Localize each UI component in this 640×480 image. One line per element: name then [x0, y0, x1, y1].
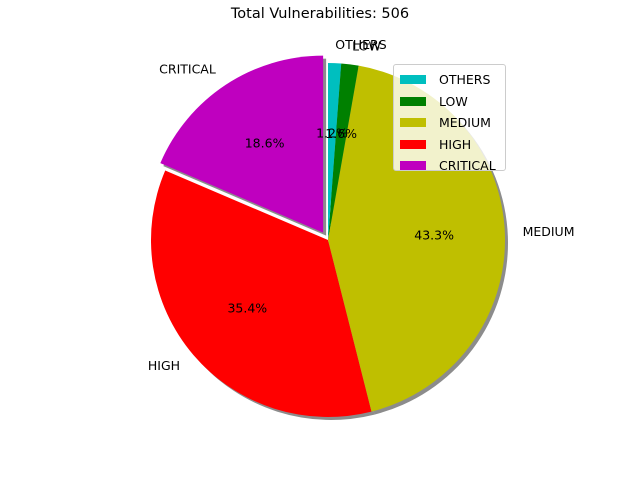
- legend-label: LOW: [439, 93, 468, 109]
- legend-swatch: [400, 139, 426, 149]
- legend-label: HIGH: [439, 136, 472, 152]
- legend-label: CRITICAL: [439, 158, 496, 174]
- legend-item-low: LOW: [400, 91, 505, 113]
- legend: OTHERS LOW MEDIUM HIGH CRITICAL: [393, 64, 506, 173]
- slice-low: [328, 63, 359, 240]
- slice-pct-high: 35.4%: [227, 301, 267, 316]
- legend-label: OTHERS: [439, 72, 491, 88]
- slice-critical: [160, 55, 324, 233]
- legend-swatch: [400, 118, 426, 128]
- slice-label-high: HIGH: [148, 358, 180, 373]
- pie-labels: CRITICAL 18.6% HIGH 35.4% MEDIUM 43.3% LOW 1.6%…: [148, 37, 575, 373]
- slice-label-low: LOW: [352, 38, 381, 53]
- slice-pct-low: 1.6%: [325, 126, 357, 141]
- slice-pct-medium: 43.3%: [414, 228, 454, 243]
- slice-label-medium: MEDIUM: [523, 224, 575, 239]
- legend-swatch: [400, 161, 426, 171]
- slice-label-others: OTHERS: [335, 37, 386, 52]
- legend-item-high: HIGH: [400, 134, 505, 156]
- slice-high: [151, 170, 372, 417]
- legend-swatch: [400, 96, 426, 106]
- slice-label-critical: CRITICAL: [159, 62, 216, 77]
- legend-item-medium: MEDIUM: [400, 112, 505, 134]
- slice-pct-others: 1.2%: [316, 125, 348, 140]
- legend-swatch: [400, 75, 426, 85]
- legend-label: MEDIUM: [439, 115, 491, 131]
- chart-title: Total Vulnerabilities: 506: [230, 6, 410, 22]
- legend-item-others: OTHERS: [400, 69, 505, 91]
- legend-item-critical: CRITICAL: [400, 155, 505, 177]
- slice-pct-critical: 18.6%: [245, 135, 285, 150]
- slice-others: [328, 63, 342, 240]
